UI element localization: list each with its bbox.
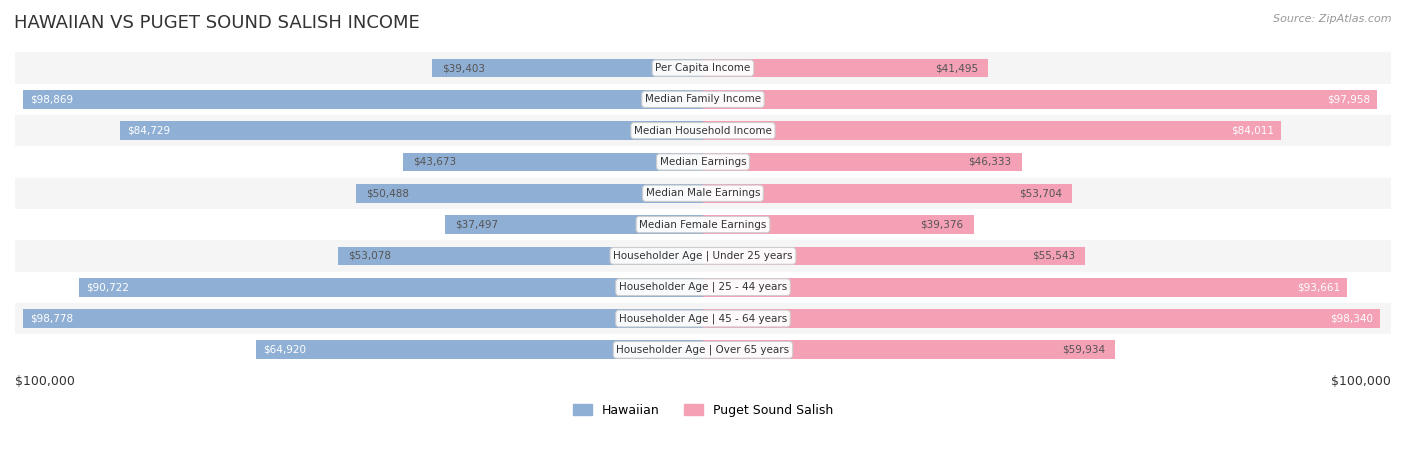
Text: $100,000: $100,000 (15, 375, 75, 388)
Text: $84,011: $84,011 (1232, 126, 1274, 135)
Text: Median Earnings: Median Earnings (659, 157, 747, 167)
Text: HAWAIIAN VS PUGET SOUND SALISH INCOME: HAWAIIAN VS PUGET SOUND SALISH INCOME (14, 14, 420, 32)
Bar (703, 59, 988, 78)
Bar (15, 240, 1391, 271)
Text: $41,495: $41,495 (935, 63, 979, 73)
Text: $46,333: $46,333 (969, 157, 1011, 167)
Text: Householder Age | Over 65 years: Householder Age | Over 65 years (616, 345, 790, 355)
Bar (15, 334, 1391, 366)
Text: $59,934: $59,934 (1062, 345, 1105, 355)
Text: $97,958: $97,958 (1327, 94, 1369, 104)
Bar (703, 278, 1347, 297)
Text: $39,403: $39,403 (443, 63, 485, 73)
Text: Householder Age | 25 - 44 years: Householder Age | 25 - 44 years (619, 282, 787, 292)
Text: Median Household Income: Median Household Income (634, 126, 772, 135)
Bar (15, 271, 1391, 303)
Text: $98,869: $98,869 (30, 94, 73, 104)
Text: $93,661: $93,661 (1298, 282, 1340, 292)
Bar (15, 146, 1391, 177)
Text: $100,000: $100,000 (1331, 375, 1391, 388)
Bar (15, 52, 1391, 84)
Bar (337, 247, 703, 265)
Bar (15, 177, 1391, 209)
Text: $98,340: $98,340 (1330, 313, 1372, 324)
Bar (703, 90, 1376, 109)
Bar (402, 153, 703, 171)
Bar (356, 184, 703, 203)
Text: $53,704: $53,704 (1019, 188, 1062, 198)
Text: $84,729: $84,729 (127, 126, 170, 135)
Text: $55,543: $55,543 (1032, 251, 1074, 261)
Bar (432, 59, 703, 78)
Text: $53,078: $53,078 (349, 251, 391, 261)
Bar (22, 90, 703, 109)
Text: Per Capita Income: Per Capita Income (655, 63, 751, 73)
Text: Householder Age | 45 - 64 years: Householder Age | 45 - 64 years (619, 313, 787, 324)
Text: $98,778: $98,778 (31, 313, 73, 324)
Bar (79, 278, 703, 297)
Legend: Hawaiian, Puget Sound Salish: Hawaiian, Puget Sound Salish (568, 399, 838, 422)
Text: $43,673: $43,673 (413, 157, 456, 167)
Text: Householder Age | Under 25 years: Householder Age | Under 25 years (613, 251, 793, 261)
Bar (703, 121, 1281, 140)
Bar (120, 121, 703, 140)
Bar (15, 209, 1391, 240)
Text: Median Female Earnings: Median Female Earnings (640, 219, 766, 230)
Bar (703, 153, 1022, 171)
Bar (703, 215, 974, 234)
Text: $64,920: $64,920 (263, 345, 307, 355)
Text: Median Male Earnings: Median Male Earnings (645, 188, 761, 198)
Bar (15, 84, 1391, 115)
Bar (15, 303, 1391, 334)
Bar (703, 340, 1115, 359)
Bar (703, 184, 1073, 203)
Bar (24, 309, 703, 328)
Text: $37,497: $37,497 (456, 219, 499, 230)
Bar (256, 340, 703, 359)
Text: $50,488: $50,488 (366, 188, 409, 198)
Bar (15, 115, 1391, 146)
Bar (446, 215, 703, 234)
Bar (703, 247, 1085, 265)
Text: Source: ZipAtlas.com: Source: ZipAtlas.com (1274, 14, 1392, 24)
Bar (703, 309, 1379, 328)
Text: Median Family Income: Median Family Income (645, 94, 761, 104)
Text: $39,376: $39,376 (921, 219, 963, 230)
Text: $90,722: $90,722 (86, 282, 129, 292)
